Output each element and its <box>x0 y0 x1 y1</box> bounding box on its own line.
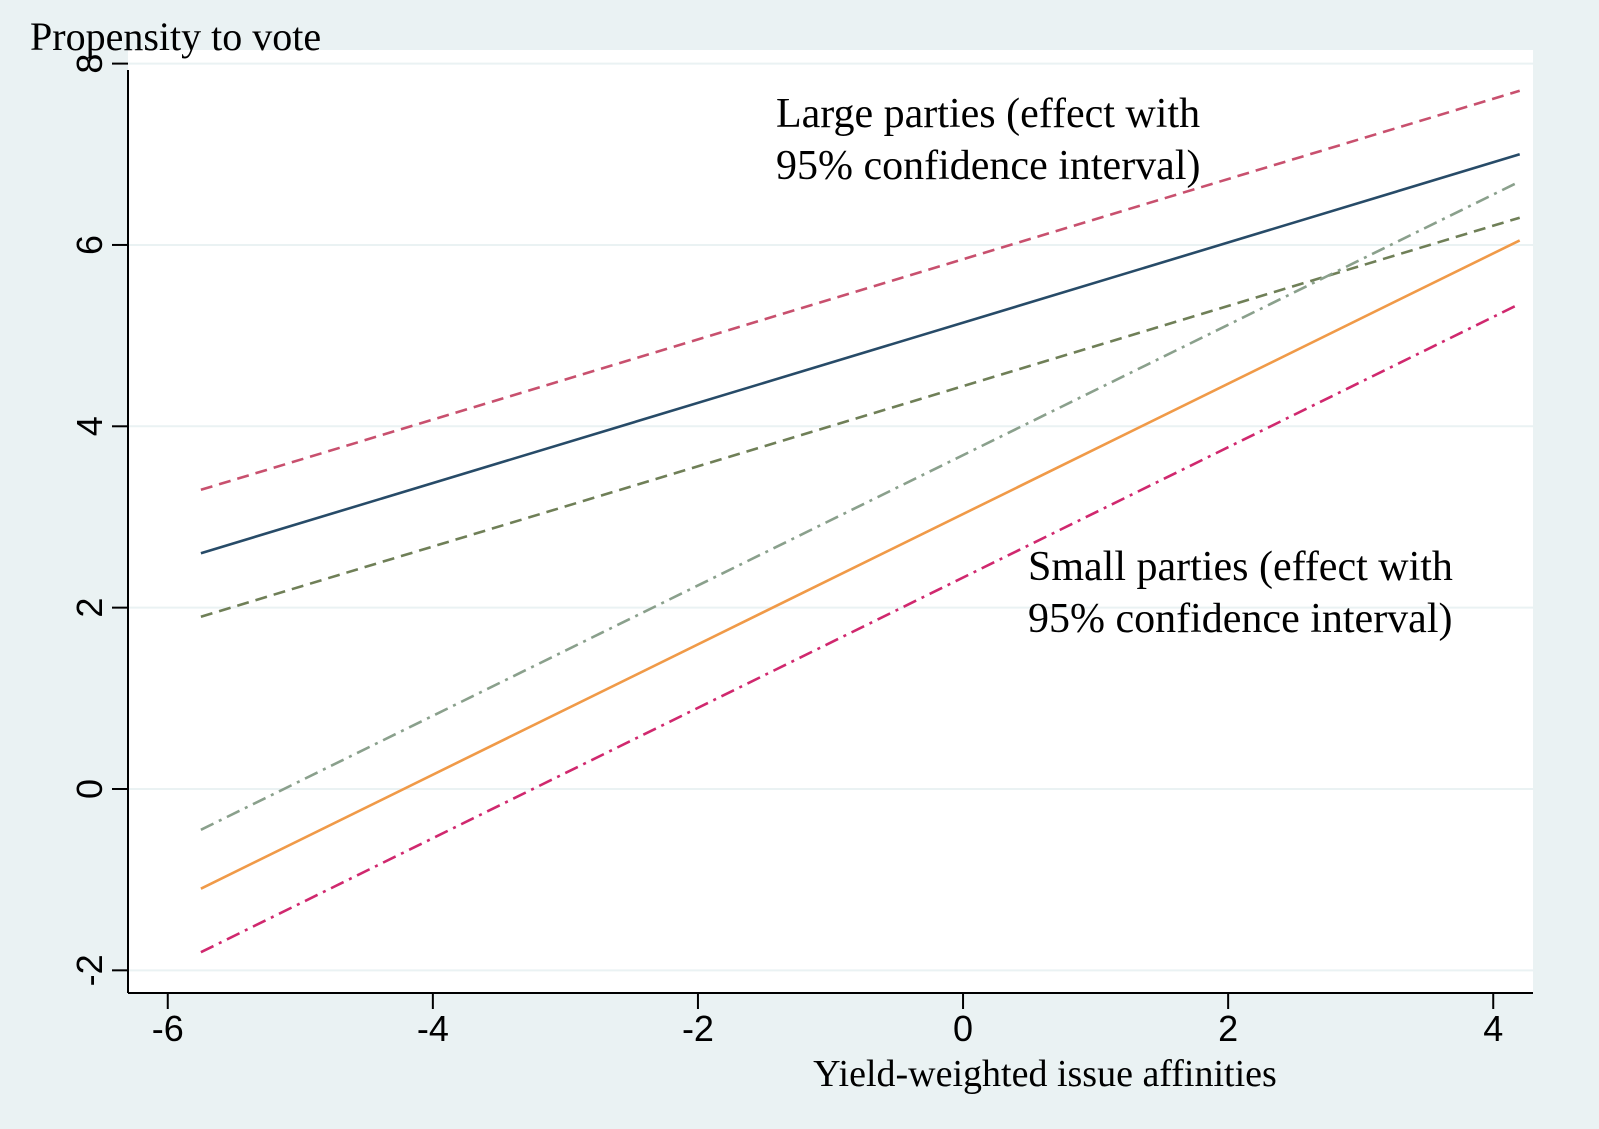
y-tick-label-4: 6 <box>69 235 110 255</box>
y-tick-label-1: 0 <box>69 779 110 799</box>
x-tick-label-1: -4 <box>417 1008 449 1049</box>
x-tick-label-2: -2 <box>682 1008 714 1049</box>
large-parties-annotation: Large parties (effect with 95% confidenc… <box>776 91 1211 189</box>
series-line-5 <box>200 302 1521 954</box>
y-tick-label-2: 2 <box>69 598 110 618</box>
axes <box>112 62 1533 1009</box>
series-line-1 <box>200 153 1521 555</box>
x-tick-label-4: 2 <box>1218 1008 1238 1049</box>
y-axis-title: Propensity to vote <box>30 14 321 59</box>
series-line-4 <box>200 239 1521 890</box>
y-tick-label-0: -2 <box>69 954 110 986</box>
x-tick-label-3: 0 <box>953 1008 973 1049</box>
series-line-3 <box>200 180 1521 831</box>
x-axis-title: Yield-weighted issue affinities <box>813 1053 1277 1095</box>
y-tick-label-3: 4 <box>69 416 110 436</box>
small-parties-annotation-line-2: 95% confidence interval) <box>1028 596 1452 642</box>
large-parties-annotation-line-2: 95% confidence interval) <box>776 143 1200 189</box>
small-parties-annotation-line-1: Small parties (effect with <box>1028 544 1453 590</box>
series-lines <box>200 89 1521 954</box>
x-tick-label-5: 4 <box>1483 1008 1503 1049</box>
small-parties-annotation: Small parties (effect with 95% confidenc… <box>1028 544 1463 642</box>
series-line-0 <box>200 89 1521 492</box>
x-tick-label-0: -6 <box>152 1008 184 1049</box>
large-parties-annotation-line-1: Large parties (effect with <box>776 91 1200 137</box>
tick-labels: -2 0 2 4 6 8 -6 -4 -2 0 2 4 <box>69 54 1503 1049</box>
y-tick-label-5: 8 <box>69 54 110 74</box>
series-line-2 <box>200 216 1521 618</box>
